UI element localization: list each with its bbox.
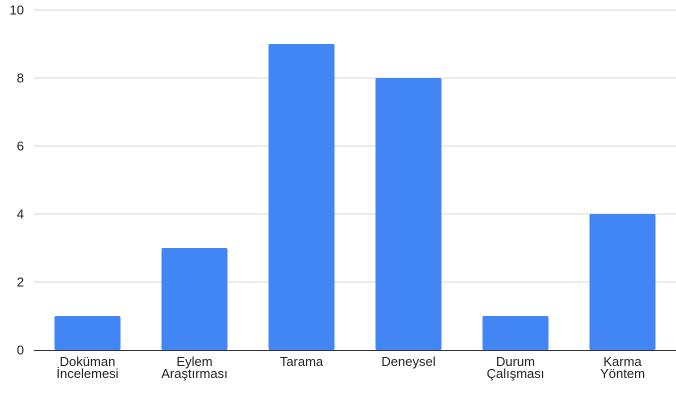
x-category-label: Karma Yöntem	[600, 354, 645, 381]
y-tick-label: 2	[17, 275, 24, 290]
x-category-label-line: Doküman	[60, 354, 116, 369]
x-category-label-line: Çalışması	[487, 366, 545, 381]
x-axis-category-labels: Doküman İncelemesi Eylem Araştırması Tarama D…	[56, 354, 644, 381]
bar	[589, 214, 656, 350]
bar	[375, 78, 442, 350]
y-tick-label: 0	[17, 343, 24, 358]
x-category-label-line: Deneysel	[381, 354, 435, 369]
x-category-label: Durum Çalışması	[487, 354, 545, 381]
y-axis-tick-labels: 0 2 4 6 8 10	[10, 3, 24, 358]
x-category-label-line: Tarama	[280, 354, 324, 369]
bars	[54, 44, 656, 350]
x-category-label: Eylem Araştırması	[161, 354, 227, 381]
x-category-label-line: Durum	[496, 354, 535, 369]
x-category-label: Tarama	[280, 354, 324, 369]
bar	[54, 316, 121, 350]
y-tick-label: 4	[17, 207, 24, 222]
bar	[268, 44, 335, 350]
x-category-label-line: Karma	[603, 354, 642, 369]
x-category-label-line: Yöntem	[600, 366, 645, 381]
x-category-label-line: Eylem	[176, 354, 212, 369]
bar	[161, 248, 228, 350]
x-category-label: Deneysel	[381, 354, 435, 369]
gridlines	[34, 9, 676, 283]
y-tick-label: 10	[10, 3, 24, 18]
bar	[482, 316, 549, 350]
y-tick-label: 6	[17, 139, 24, 154]
x-category-label-line: Araştırması	[161, 366, 227, 381]
x-category-label-line: İncelemesi	[56, 366, 118, 381]
x-category-label: Doküman İncelemesi	[56, 354, 118, 381]
y-tick-label: 8	[17, 71, 24, 86]
